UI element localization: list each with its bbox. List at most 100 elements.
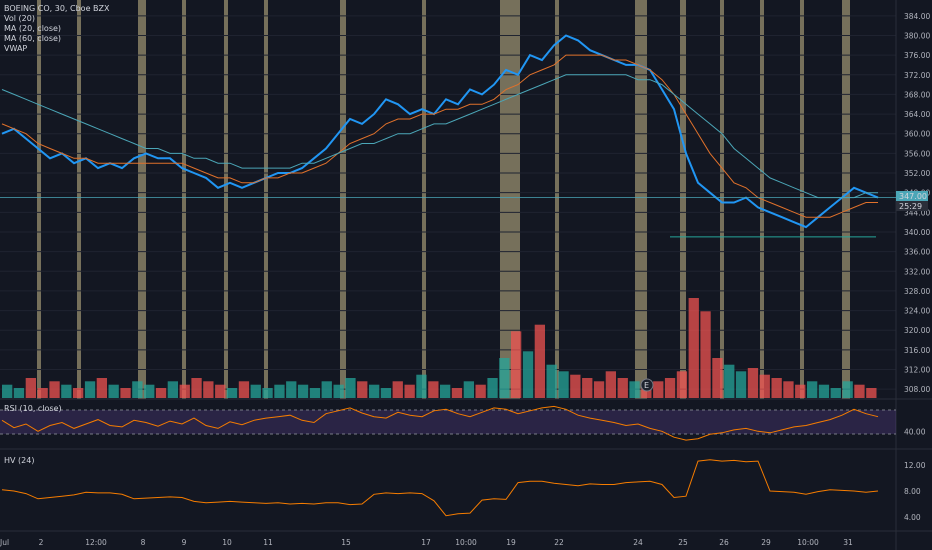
volume-bar — [771, 378, 782, 398]
volume-bar — [120, 388, 131, 398]
volume-bar — [215, 384, 226, 398]
volume-bar — [250, 384, 261, 398]
rsi-pane — [0, 405, 896, 441]
price-tick-label: 352.00 — [904, 169, 930, 178]
volume-bar — [37, 388, 48, 398]
session-band-15 — [842, 0, 850, 399]
volume-bar — [605, 371, 616, 398]
hv-tick-label: 4.00 — [904, 513, 921, 522]
price-tick-label: 372.00 — [904, 71, 930, 80]
session-band-0 — [37, 0, 41, 399]
price-tick-label: 380.00 — [904, 31, 930, 40]
volume-bar — [735, 371, 747, 398]
symbol-title[interactable]: BOEING CO, 30, Cboe BZX — [4, 4, 110, 13]
hv-pane — [1, 459, 879, 517]
earnings-marker[interactable]: E — [640, 378, 654, 392]
rsi-title: RSI (10, close) — [4, 404, 62, 413]
price-tick-label: 360.00 — [904, 130, 930, 139]
volume-bar — [629, 381, 640, 398]
session-band-6 — [340, 0, 346, 399]
volume-bar — [144, 384, 155, 398]
volume-bar — [487, 378, 498, 398]
session-band-1 — [77, 0, 81, 399]
legend-ma20[interactable]: MA (20, close) — [4, 24, 62, 33]
price-series — [0, 34, 896, 238]
volume-bar — [522, 351, 534, 398]
series-line-close — [1, 34, 879, 229]
price-tick-label: 384.00 — [904, 12, 930, 21]
volume-bar — [262, 388, 273, 398]
volume-bar — [297, 384, 309, 398]
time-tick-label: 24 — [633, 538, 643, 547]
legend-vwap[interactable]: VWAP — [4, 44, 28, 53]
session-band-9 — [555, 0, 559, 399]
price-tick-label: 336.00 — [904, 248, 930, 257]
chart-legend: BOEING CO, 30, Cboe BZX Vol (20) MA (20,… — [4, 4, 110, 54]
price-tick-label: 312.00 — [904, 366, 930, 375]
series-line-ma-60-close- — [1, 74, 878, 199]
time-tick-label: 29 — [761, 538, 771, 547]
volume-bar — [866, 388, 877, 398]
time-tick-label: Jul — [0, 538, 9, 547]
session-band-10 — [635, 0, 647, 399]
volume-bar — [179, 384, 190, 398]
price-tick-label: 324.00 — [904, 307, 930, 316]
series-line-ma-20-close- — [1, 54, 878, 218]
countdown-tag — [896, 201, 928, 211]
earnings-icon[interactable] — [640, 378, 654, 392]
session-band-12 — [720, 0, 724, 399]
time-tick-label: 26 — [719, 538, 729, 547]
volume-bar — [842, 381, 853, 398]
volume-bar — [155, 388, 167, 398]
volume-bar — [132, 381, 143, 398]
volume-bar — [724, 364, 735, 398]
volume-bar — [830, 388, 841, 398]
volume-bar — [108, 384, 119, 398]
volume-bar — [96, 378, 107, 398]
volume-bar — [558, 371, 569, 398]
volume-bar — [499, 358, 510, 398]
time-tick-label: 11 — [263, 538, 273, 547]
price-tick-label: 344.00 — [904, 208, 930, 217]
volume-bar — [546, 364, 557, 398]
volume-bar — [795, 384, 806, 398]
volume-bar — [392, 381, 403, 398]
time-tick-label: 9 — [182, 538, 187, 547]
volume-bar — [286, 381, 297, 398]
last-price-tag — [896, 191, 928, 201]
volume-bars — [2, 298, 877, 398]
volume-bar — [593, 381, 605, 398]
volume-bar — [451, 388, 463, 398]
volume-bar — [191, 378, 202, 398]
volume-bar — [226, 388, 238, 398]
volume-bar — [700, 311, 711, 398]
price-axis[interactable]: 384.00 380.00 376.00 372.00 368.00 364.00 360.… — [904, 12, 930, 522]
volume-bar — [428, 381, 439, 398]
volume-bar — [238, 381, 250, 398]
volume-bar — [321, 381, 332, 398]
price-tick-label: 320.00 — [904, 326, 930, 335]
price-tick-label: 308.00 — [904, 385, 930, 394]
volume-bar — [2, 384, 13, 398]
volume-bar — [73, 388, 84, 398]
volume-bar — [404, 384, 415, 398]
time-tick-label: 10:00 — [455, 538, 477, 547]
volume-bar — [274, 384, 285, 398]
time-axis[interactable]: Jul 2 12:00 8 9 10 11 15 17 10:00 19 22 24 25 26 29 10:0… — [0, 538, 853, 547]
volume-bar — [617, 378, 628, 398]
volume-bar — [333, 384, 344, 398]
time-tick-label: 12:00 — [85, 538, 107, 547]
legend-ma60[interactable]: MA (60, close) — [4, 34, 62, 43]
legend-vol[interactable]: Vol (20) — [4, 14, 35, 23]
volume-bar — [357, 381, 368, 398]
price-tick-label: 316.00 — [904, 346, 930, 355]
time-tick-label: 31 — [843, 538, 853, 547]
session-band-7 — [422, 0, 426, 399]
time-tick-label: 19 — [506, 538, 516, 547]
time-tick-label: 10:00 — [797, 538, 819, 547]
volume-bar — [440, 384, 451, 398]
hv-line — [1, 459, 879, 517]
last-price-value: 347.00 — [899, 192, 927, 201]
